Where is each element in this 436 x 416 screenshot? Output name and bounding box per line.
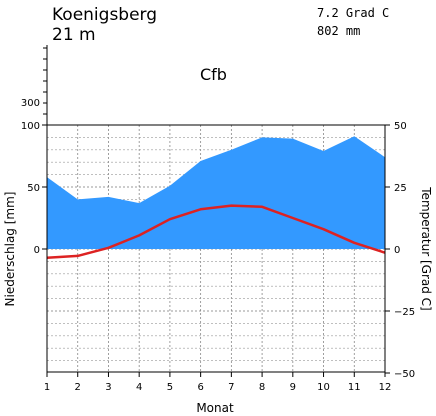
x-tick-label: 3	[105, 382, 111, 393]
x-tick-label: 5	[167, 382, 173, 393]
left-axis-label: Niederschlag [mm]	[3, 192, 17, 307]
x-tick-label: 12	[379, 382, 392, 393]
left-tick-label: 100	[21, 121, 40, 132]
x-tick-label: 2	[75, 382, 81, 393]
left-tick-label: 300	[21, 98, 40, 109]
right-tick-label: −50	[394, 369, 415, 380]
x-tick-label: 8	[259, 382, 265, 393]
annual-precipitation: 802 mm	[317, 24, 360, 38]
x-tick-label: 7	[228, 382, 234, 393]
axes	[42, 45, 390, 377]
precipitation-area	[47, 136, 385, 249]
left-tick-label: 50	[27, 183, 40, 194]
climate-class: Cfb	[200, 65, 227, 84]
station-elevation: 21 m	[52, 25, 96, 45]
x-tick-label: 9	[290, 382, 296, 393]
x-tick-label: 10	[317, 382, 330, 393]
right-axis-label: Temperatur [Grad C]	[419, 186, 433, 310]
x-tick-label: 11	[348, 382, 361, 393]
right-tick-label: −25	[394, 307, 415, 318]
station-name: Koenigsberg	[52, 5, 157, 25]
temperature-line	[46, 204, 386, 259]
right-tick-label: 50	[394, 121, 407, 132]
right-tick-label: 25	[394, 183, 407, 194]
x-axis-label: Monat	[196, 401, 234, 415]
x-tick-label: 4	[136, 382, 142, 393]
x-tick-label: 6	[197, 382, 203, 393]
annual-temperature: 7.2 Grad C	[317, 6, 389, 20]
left-tick-label: 0	[34, 245, 40, 256]
right-tick-label: 0	[394, 245, 400, 256]
x-tick-label: 1	[44, 382, 50, 393]
